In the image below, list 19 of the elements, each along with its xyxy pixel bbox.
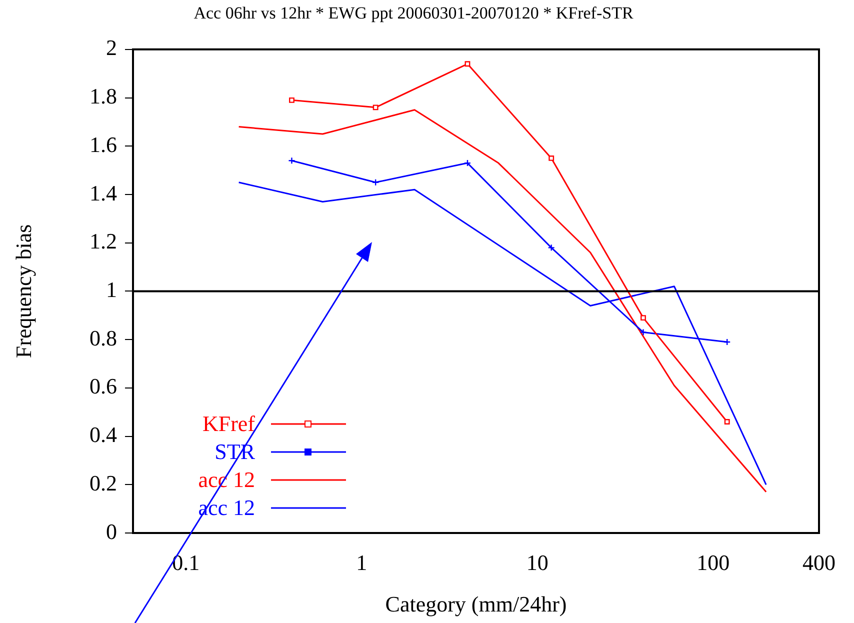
- y-tick-label: 1.6: [90, 132, 117, 157]
- y-axis-title: Frequency bias: [10, 224, 36, 358]
- y-tick-label: 1.8: [90, 84, 117, 109]
- y-tick-label: 0.2: [90, 470, 117, 496]
- y-tick-label: 0.4: [90, 422, 117, 448]
- y-tick-label: 0.8: [90, 325, 117, 350]
- legend-label: KFref: [201, 411, 255, 437]
- x-axis-title: Category (mm/24hr): [385, 592, 567, 617]
- x-tick-label: 400: [802, 550, 836, 575]
- chart-title: Acc 06hr vs 12hr * EWG ppt 20060301-20070120 * KFref-STR: [194, 4, 634, 23]
- y-tick-label: 2: [106, 35, 117, 60]
- y-tick-label: 1.4: [90, 180, 117, 206]
- y-tick-label: 1: [106, 276, 117, 302]
- x-tick-label: 10: [526, 550, 548, 575]
- x-tick-label: 100: [696, 550, 730, 575]
- x-tick-label: 1: [356, 550, 368, 575]
- y-tick-label: 0: [106, 518, 117, 544]
- y-tick-label: 0.6: [90, 374, 117, 399]
- y-tick-label: 1.2: [90, 228, 117, 254]
